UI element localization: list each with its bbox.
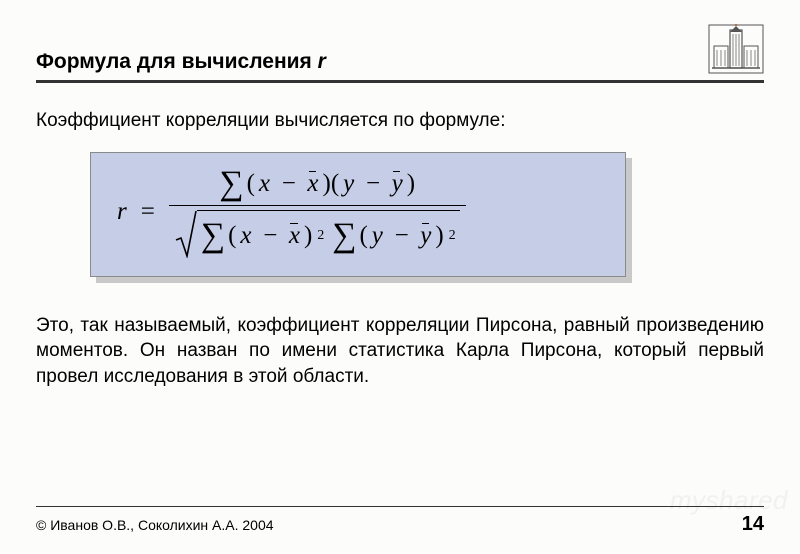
msu-logo-icon	[708, 24, 764, 74]
footer: © Иванов О.В., Соколихин А.А. 2004 14	[36, 506, 764, 536]
formula-box: r = ∑ (x − x)(y − y) ∑ (x − x)2	[90, 152, 626, 277]
copyright-text: © Иванов О.В., Соколихин А.А. 2004	[36, 517, 274, 533]
formula-numerator: ∑ (x − x)(y − y)	[213, 167, 421, 201]
formula-denominator: ∑ (x − x)2 ∑ (y − y)2	[169, 210, 466, 258]
title-var: r	[318, 50, 326, 73]
sigma-icon: ∑	[219, 167, 242, 201]
page-number: 14	[742, 513, 764, 536]
sigma-icon: ∑	[332, 219, 355, 253]
sigma-icon: ∑	[201, 219, 224, 253]
slide: Формула для вычисления r	[0, 0, 800, 554]
radical-icon	[175, 210, 197, 258]
sqrt: ∑ (x − x)2 ∑ (y − y)2	[175, 210, 460, 258]
formula-container: r = ∑ (x − x)(y − y) ∑ (x − x)2	[90, 152, 626, 277]
header: Формула для вычисления r	[36, 24, 764, 74]
radicand: ∑ (x − x)2 ∑ (y − y)2	[197, 210, 460, 258]
formula-eq: =	[141, 198, 155, 226]
fraction-bar	[169, 205, 466, 206]
slide-title: Формула для вычисления r	[36, 49, 696, 74]
formula-lhs: r	[117, 198, 127, 226]
title-prefix: Формула для вычисления	[36, 50, 318, 73]
formula-fraction: ∑ (x − x)(y − y) ∑ (x − x)2 ∑ (y − y)2	[169, 167, 466, 258]
header-rule	[36, 80, 764, 83]
body-text: Это, так называемый, коэффициент корреля…	[36, 313, 764, 390]
footer-row: © Иванов О.В., Соколихин А.А. 2004 14	[36, 513, 764, 536]
lead-text: Коэффициент корреляции вычисляется по фо…	[36, 109, 764, 134]
footer-rule	[36, 506, 764, 507]
